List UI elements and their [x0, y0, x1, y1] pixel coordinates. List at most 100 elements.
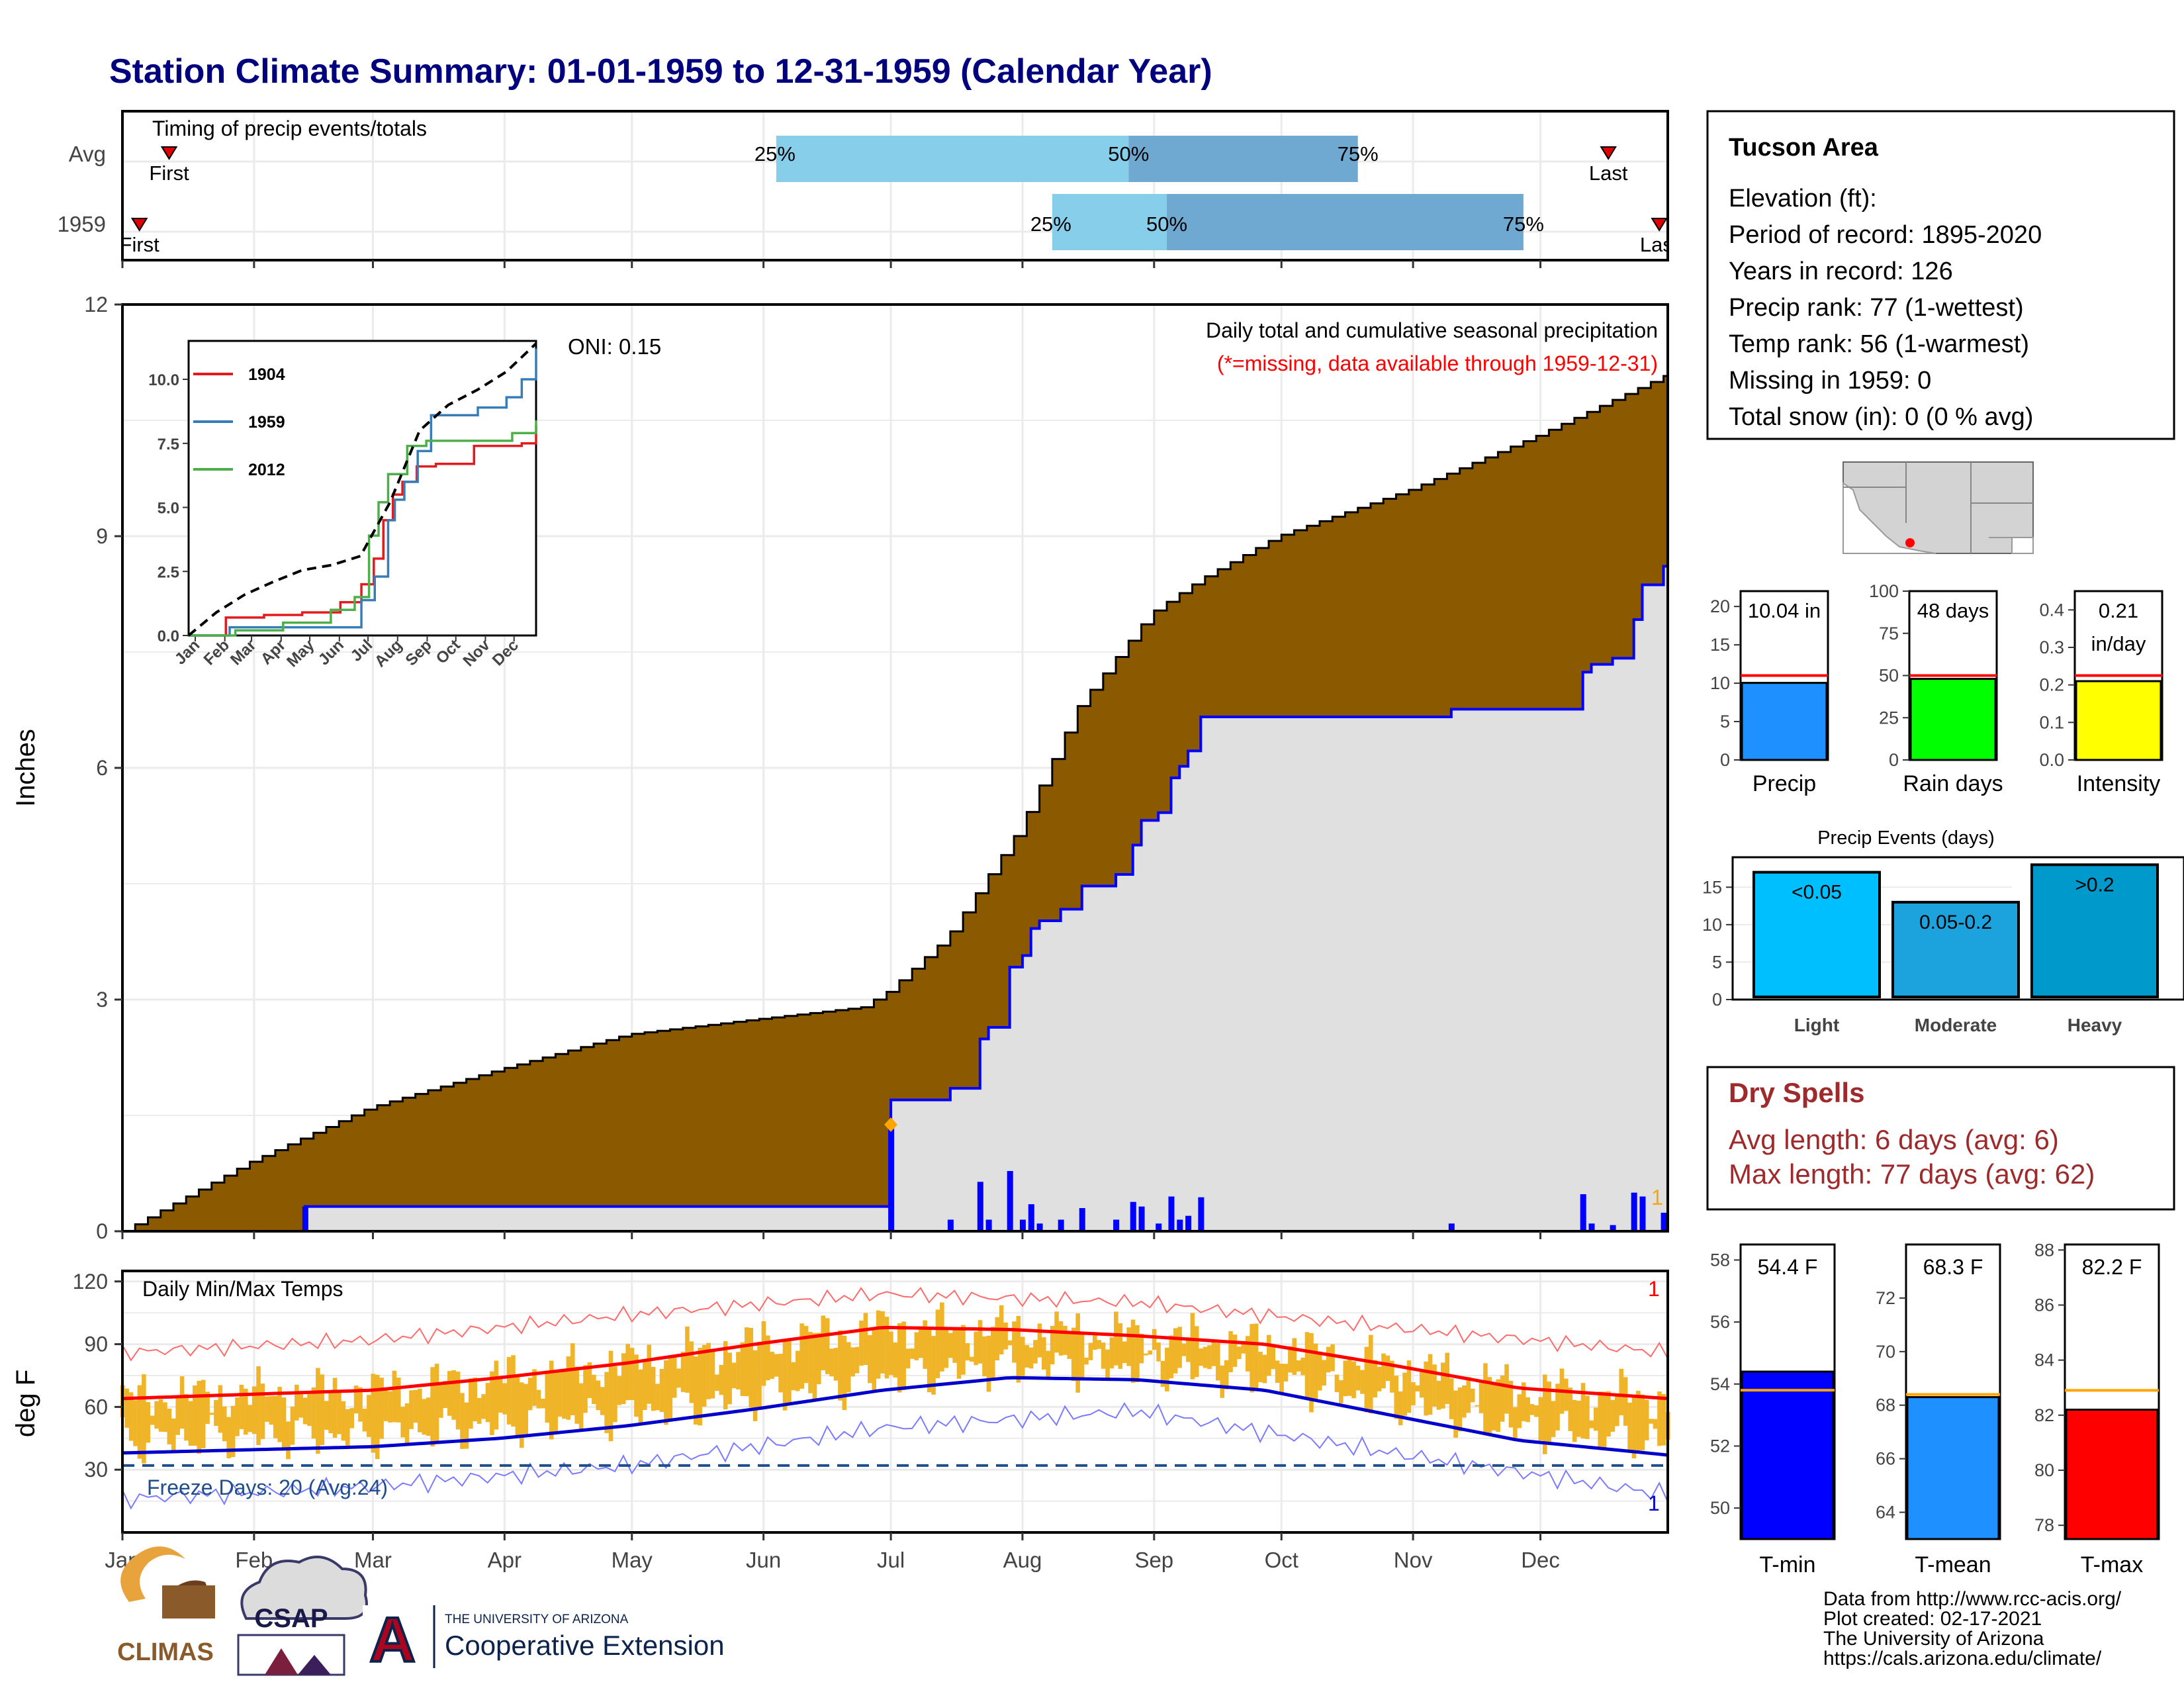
temp-day-bar — [447, 1371, 452, 1416]
temp-day-bar — [430, 1367, 435, 1447]
mini-bar-value-label: 10.04 in — [1748, 599, 1821, 622]
temp-day-bar — [1148, 1350, 1152, 1355]
mini-bar-category: Precip — [1752, 771, 1816, 796]
temp-day-bar — [1589, 1420, 1594, 1429]
timing-first-marker-0 — [160, 146, 178, 160]
mini-bar-tick-label: 25 — [1879, 708, 1899, 727]
temp-ytick-label: 90 — [84, 1333, 108, 1356]
temp-day-bar — [1496, 1379, 1501, 1432]
temp-summary-bars: 50 52 54 56 58 54.4 F T-min 64 66 68 70 72 68.3 F T-m… — [1710, 1240, 2160, 1577]
map-outside-region — [1843, 482, 1936, 554]
temp-day-bar — [1024, 1345, 1029, 1368]
temp-day-bar — [1135, 1325, 1140, 1383]
temp-day-bar — [230, 1405, 236, 1458]
temp-day-bar — [914, 1332, 919, 1360]
temp-day-bar — [209, 1413, 214, 1415]
temp-day-bar — [872, 1329, 877, 1392]
temp-day-bar — [901, 1321, 906, 1391]
climas-swoosh — [120, 1546, 185, 1602]
precip-events-bars: 0 5 10 15 <0.05 Light 0.05-0.2 Moderate >0.2 Heav… — [1702, 856, 2184, 1035]
temp-day-bar — [1364, 1346, 1369, 1413]
temp-day-bar — [1224, 1360, 1229, 1389]
temp-day-bar — [1538, 1397, 1543, 1441]
temp-day-bar — [893, 1342, 898, 1378]
temp-day-bar — [201, 1380, 206, 1448]
temp-day-bar — [1580, 1383, 1586, 1439]
inset-ytick-label: 10.0 — [148, 371, 179, 389]
daily-precip-bar — [1177, 1219, 1183, 1231]
precip-y-label: Inches — [11, 729, 40, 807]
temp-day-bar — [583, 1365, 588, 1413]
temp-day-bar — [961, 1325, 966, 1375]
temp-day-bar — [629, 1348, 635, 1400]
timing-q50-label-1: 50% — [1146, 212, 1187, 236]
temp-day-bar — [723, 1341, 728, 1410]
temp-day-bar — [1101, 1342, 1106, 1369]
temp-summary-tick-label: 54 — [1710, 1374, 1730, 1394]
temp-day-bar — [578, 1383, 584, 1430]
mini-bar-value-label: 0.21 — [2099, 599, 2138, 622]
temp-day-bar — [1088, 1342, 1093, 1360]
daily-precip-bar — [1631, 1192, 1637, 1231]
events-category: Light — [1794, 1015, 1839, 1035]
temp-day-bar — [1551, 1401, 1556, 1437]
temp-day-bar — [740, 1342, 745, 1396]
temp-day-bar — [519, 1382, 524, 1448]
temp-day-bar — [1593, 1407, 1598, 1431]
temp-day-bar — [1491, 1382, 1496, 1430]
temp-day-bar — [608, 1350, 614, 1442]
temp-day-bar — [1173, 1328, 1178, 1374]
daily-precip-bar — [1168, 1196, 1175, 1231]
temp-day-bar — [668, 1356, 673, 1421]
temp-day-bar — [218, 1385, 223, 1433]
mini-bar-Intensity — [2075, 680, 2162, 761]
temp-day-bar — [396, 1378, 401, 1423]
credit-url: https://cals.arizona.edu/climate/ — [1823, 1648, 2102, 1669]
temp-day-bar — [349, 1408, 355, 1429]
temp-day-bar — [1339, 1380, 1343, 1403]
temp-day-bar — [1262, 1354, 1267, 1383]
temp-day-bar — [1253, 1323, 1259, 1390]
timing-panel-frame — [121, 110, 1669, 261]
temp-day-bar — [850, 1347, 855, 1377]
timing-q50-label-0: 50% — [1108, 142, 1149, 165]
temp-day-bar — [799, 1323, 804, 1389]
temp-day-bar — [426, 1397, 431, 1436]
temp-day-bar — [193, 1385, 197, 1446]
mini-bar-value-label: 48 days — [1917, 599, 1989, 622]
inset-ytick-label: 7.5 — [158, 436, 179, 453]
temp-day-bar — [944, 1327, 949, 1368]
temp-day-bar — [1079, 1334, 1085, 1378]
temp-day-bar — [1411, 1382, 1416, 1405]
daily-precip-bar — [1007, 1171, 1013, 1231]
timing-last-marker-0 — [1600, 146, 1617, 160]
temp-day-bar — [1220, 1365, 1225, 1398]
temp-corner-bottom: 1 — [1648, 1491, 1660, 1515]
temp-day-bar — [694, 1356, 698, 1425]
temp-day-bar — [1500, 1375, 1505, 1422]
temp-day-bar — [256, 1366, 261, 1445]
station-temp-rank: Temp rank: 56 (1-warmest) — [1729, 330, 2029, 358]
temp-day-bar — [1525, 1397, 1530, 1423]
temp-day-bar — [787, 1339, 792, 1403]
temp-day-bar — [1343, 1360, 1348, 1397]
temp-day-bar — [1228, 1331, 1233, 1372]
temp-day-bar — [1585, 1395, 1590, 1439]
events-bar-Light — [1752, 870, 1881, 999]
timing-bar-q1-0 — [776, 136, 1129, 182]
mini-bar-value-label-2: in/day — [2091, 632, 2146, 655]
mini-bar-tick-label: 0.0 — [2039, 750, 2064, 770]
temp-day-bar — [1402, 1372, 1407, 1416]
temp-day-bar — [142, 1374, 146, 1464]
daily-precip-bar — [1138, 1206, 1145, 1231]
mini-bar-tick-label: 0.4 — [2039, 600, 2064, 620]
temp-summary-tick-label: 64 — [1876, 1503, 1895, 1523]
inset-ytick-label: 5.0 — [158, 500, 179, 518]
csap-mountain-2 — [298, 1655, 331, 1675]
month-tick-label: Mar — [354, 1548, 392, 1572]
temp-day-bar — [1296, 1360, 1301, 1372]
mini-bar-tick-label: 50 — [1879, 666, 1899, 686]
timing-bar-q2-0 — [1128, 136, 1358, 182]
month-tick-label: Oct — [1265, 1548, 1298, 1572]
temp-day-bar — [434, 1364, 439, 1442]
